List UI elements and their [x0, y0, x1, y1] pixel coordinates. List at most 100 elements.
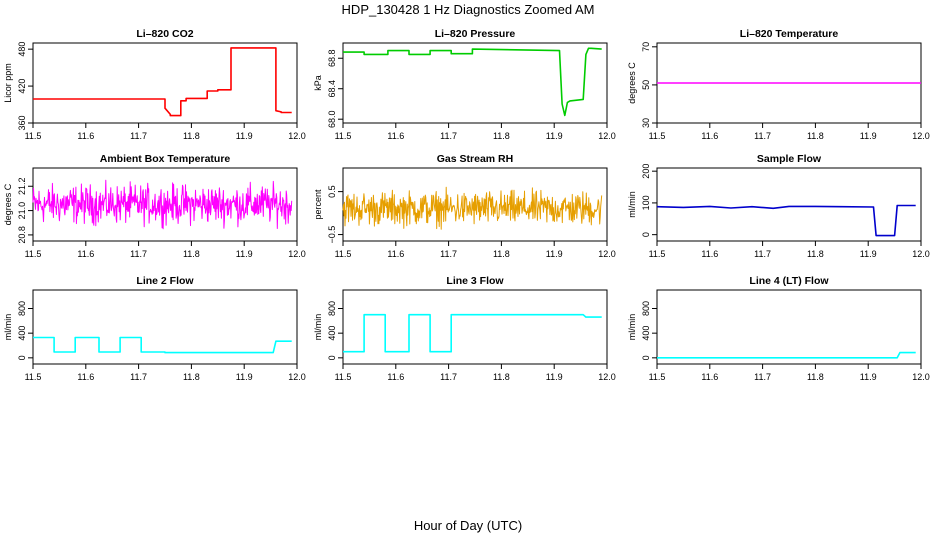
y-axis-label: ml/min	[627, 191, 637, 218]
x-tick-label: 11.8	[807, 131, 824, 141]
x-tick-label: 11.7	[754, 249, 771, 259]
y-tick-label: 800	[17, 301, 27, 316]
y-tick-label: 400	[641, 326, 651, 341]
panel-title: Li–820 CO2	[136, 28, 193, 40]
x-tick-label: 11.8	[183, 249, 200, 259]
x-tick-label: 11.9	[236, 131, 253, 141]
y-tick-label: 0.5	[327, 185, 337, 198]
y-tick-label: 68.4	[327, 80, 337, 98]
x-tick-label: 12.0	[598, 131, 616, 141]
x-tick-label: 11.5	[649, 249, 666, 259]
x-tick-label: 11.5	[335, 249, 352, 259]
x-tick-label: 11.7	[754, 131, 771, 141]
x-tick-label: 11.5	[335, 131, 352, 141]
panel-2: Li–820 Pressure 11.5 11.6 11.7 11.8 11.9 12.0 6…	[313, 28, 616, 141]
x-tick-label: 11.9	[860, 131, 877, 141]
y-axis-label: percent	[313, 189, 323, 220]
x-tick-label: 11.8	[493, 372, 510, 382]
y-axis-label: ml/min	[627, 314, 637, 341]
plot-frame	[32, 167, 298, 242]
series-line	[342, 186, 603, 230]
y-tick-label: 0	[641, 232, 651, 237]
figure-title: HDP_130428 1 Hz Diagnostics Zoomed AM	[341, 2, 595, 17]
y-tick-label: 400	[17, 326, 27, 341]
y-tick-label: 800	[641, 301, 651, 316]
y-tick-label: 50	[641, 80, 651, 90]
panel-title: Line 3 Flow	[446, 275, 504, 287]
panel-4: Ambient Box Temperature 11.5 11.6 11.7 11.8 1…	[3, 153, 306, 259]
x-tick-label: 11.6	[387, 249, 404, 259]
panel-title: Sample Flow	[757, 153, 822, 165]
y-tick-label: 20.8	[17, 226, 27, 244]
panel-title: Line 2 Flow	[136, 275, 194, 287]
panel-3: Li–820 Temperature 11.5 11.6 11.7 11.8 11.9 12…	[627, 28, 930, 141]
x-tick-label: 11.8	[807, 372, 824, 382]
x-tick-label: 11.5	[335, 372, 352, 382]
x-tick-label: 11.5	[25, 131, 42, 141]
x-tick-label: 11.6	[701, 372, 718, 382]
y-tick-label: 0	[641, 355, 651, 360]
series-line	[656, 204, 916, 237]
x-tick-label: 11.8	[493, 131, 510, 141]
panel-8: Line 3 Flow 11.5 11.6 11.7 11.8 11.9 12.0 0 400 8…	[313, 275, 616, 382]
y-tick-label: 800	[327, 301, 337, 316]
panel-5: Gas Stream RH 11.5 11.6 11.7 11.8 11.9 12.0 −0.…	[313, 153, 616, 259]
x-tick-label: 11.6	[701, 131, 718, 141]
x-tick-label: 11.6	[77, 249, 94, 259]
y-axis-label: degrees C	[3, 183, 13, 225]
y-axis-label: kPa	[313, 75, 323, 91]
x-tick-label: 11.7	[130, 249, 147, 259]
x-tick-label: 11.9	[236, 372, 253, 382]
series-line	[657, 351, 916, 359]
x-tick-label: 11.7	[130, 372, 147, 382]
x-tick-label: 12.0	[288, 249, 306, 259]
panel-title: Gas Stream RH	[437, 153, 513, 165]
x-tick-label: 11.6	[387, 131, 404, 141]
plot-frame	[342, 42, 608, 124]
y-tick-label: 70	[641, 42, 651, 52]
x-tick-label: 11.9	[546, 372, 563, 382]
x-tick-label: 11.6	[77, 372, 94, 382]
y-tick-label: 21.2	[17, 177, 27, 195]
x-tick-label: 11.7	[754, 372, 771, 382]
y-tick-label: 400	[327, 326, 337, 341]
plot-frame	[32, 289, 298, 365]
series-line	[33, 47, 292, 117]
x-tick-label: 11.7	[130, 131, 147, 141]
x-tick-label: 12.0	[912, 249, 930, 259]
y-tick-label: 68.8	[327, 49, 337, 67]
panel-title: Line 4 (LT) Flow	[749, 275, 829, 287]
series-line	[32, 179, 293, 230]
y-tick-label: 68.0	[327, 110, 337, 128]
x-tick-label: 11.8	[183, 131, 200, 141]
y-tick-label: 420	[17, 79, 27, 94]
series-line	[343, 47, 602, 117]
x-tick-label: 11.9	[860, 372, 877, 382]
series-line	[33, 336, 292, 354]
y-axis-label: Licor ppm	[3, 63, 13, 103]
x-tick-label: 12.0	[912, 372, 930, 382]
x-tick-label: 12.0	[598, 372, 616, 382]
panel-title: Li–820 Pressure	[435, 28, 516, 40]
x-tick-label: 11.9	[546, 249, 563, 259]
figure-xlabel: Hour of Day (UTC)	[413, 518, 523, 533]
y-tick-label: 100	[641, 195, 651, 210]
x-tick-label: 11.8	[493, 249, 510, 259]
x-tick-label: 11.8	[183, 372, 200, 382]
x-tick-label: 11.6	[77, 131, 94, 141]
x-tick-label: 11.5	[649, 131, 666, 141]
x-tick-label: 11.5	[25, 372, 42, 382]
plot-frame	[656, 289, 922, 365]
plot-frame	[342, 289, 608, 365]
y-tick-label: 30	[641, 118, 651, 128]
y-axis-label: ml/min	[313, 314, 323, 341]
plot-frame	[32, 42, 298, 124]
x-tick-label: 11.7	[440, 249, 457, 259]
y-tick-label: 0	[327, 355, 337, 360]
x-tick-label: 11.5	[25, 249, 42, 259]
y-tick-label: 200	[641, 164, 651, 179]
x-tick-label: 12.0	[912, 131, 930, 141]
plot-frame	[656, 167, 922, 242]
y-axis-label: ml/min	[3, 314, 13, 341]
